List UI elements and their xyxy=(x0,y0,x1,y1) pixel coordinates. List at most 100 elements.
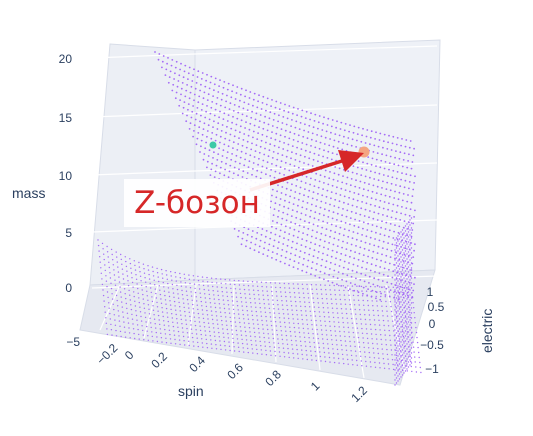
surface-point xyxy=(224,106,227,109)
surface-point xyxy=(389,189,392,192)
surface-point xyxy=(347,235,350,238)
surface-point xyxy=(404,255,407,257)
surface-point xyxy=(398,313,401,315)
surface-point xyxy=(369,143,371,146)
surface-point xyxy=(394,269,396,271)
surface-point xyxy=(219,135,222,138)
surface-point xyxy=(335,298,337,300)
surface-point xyxy=(380,334,382,336)
surface-point xyxy=(365,328,368,330)
surface-point xyxy=(402,159,405,161)
surface-point xyxy=(169,300,171,302)
surface-point xyxy=(231,90,234,93)
surface-point xyxy=(120,253,122,256)
surface-point xyxy=(416,341,419,344)
surface-point xyxy=(206,160,209,163)
surface-point xyxy=(216,97,219,99)
surface-point xyxy=(284,103,286,106)
surface-point xyxy=(318,346,320,349)
surface-point xyxy=(340,285,343,287)
surface-point xyxy=(413,147,415,150)
surface-point xyxy=(398,263,401,265)
surface-point xyxy=(365,365,368,367)
surface-point xyxy=(188,344,190,347)
surface-point xyxy=(407,226,410,228)
surface-point xyxy=(403,317,405,319)
surface-point xyxy=(147,299,149,301)
surface-point xyxy=(345,345,347,347)
surface-point xyxy=(414,243,416,246)
surface-point xyxy=(303,251,306,254)
surface-point xyxy=(295,185,298,187)
surface-point xyxy=(214,170,217,173)
surface-point xyxy=(327,117,330,120)
surface-point xyxy=(406,333,408,335)
surface-point xyxy=(391,176,394,179)
surface-point xyxy=(151,300,154,303)
surface-point xyxy=(102,289,104,291)
surface-point xyxy=(360,272,363,275)
surface-point xyxy=(215,311,217,313)
surface-point xyxy=(395,252,398,254)
surface-point xyxy=(410,347,413,349)
surface-point xyxy=(308,221,311,224)
surface-point xyxy=(216,282,218,284)
surface-point xyxy=(152,305,154,307)
surface-point xyxy=(193,124,196,127)
surface-point xyxy=(391,210,394,212)
surface-point xyxy=(226,157,228,159)
surface-point xyxy=(171,279,173,281)
surface-point xyxy=(382,240,385,243)
surface-point xyxy=(398,243,401,245)
surface-point xyxy=(252,289,255,291)
surface-point xyxy=(351,204,354,207)
surface-point xyxy=(404,320,407,322)
surface-point xyxy=(304,188,306,191)
surface-point xyxy=(147,304,150,306)
surface-point xyxy=(381,153,383,156)
surface-point xyxy=(310,350,312,352)
surface-point xyxy=(355,355,357,357)
surface-point xyxy=(384,296,386,298)
surface-point xyxy=(401,165,404,168)
surface-point xyxy=(120,296,122,298)
surface-point xyxy=(285,330,287,332)
surface-point xyxy=(291,348,294,350)
surface-point xyxy=(265,173,267,176)
surface-point xyxy=(287,313,289,315)
surface-point xyxy=(251,348,253,350)
surface-point xyxy=(210,137,213,140)
surface-point xyxy=(153,314,155,316)
surface-point xyxy=(233,166,236,169)
surface-point xyxy=(258,126,260,128)
surface-point xyxy=(213,294,215,296)
surface-point xyxy=(352,327,354,329)
surface-point xyxy=(317,297,319,300)
surface-point xyxy=(341,349,343,351)
surface-point xyxy=(210,168,213,171)
surface-point xyxy=(304,214,307,216)
surface-point xyxy=(200,114,202,117)
surface-point xyxy=(322,122,324,125)
surface-point xyxy=(300,310,302,312)
surface-point xyxy=(273,239,276,242)
surface-point xyxy=(217,153,220,156)
surface-point xyxy=(265,230,268,232)
surface-point xyxy=(247,134,250,137)
surface-point xyxy=(288,322,290,324)
surface-point xyxy=(340,303,342,305)
surface-point xyxy=(288,356,290,359)
surface-point xyxy=(244,297,247,299)
surface-point xyxy=(371,224,374,226)
surface-point xyxy=(210,339,212,341)
surface-point xyxy=(185,120,188,123)
surface-point xyxy=(232,337,234,340)
surface-point xyxy=(347,326,349,329)
surface-point xyxy=(394,289,396,291)
surface-point xyxy=(338,232,341,235)
surface-point xyxy=(349,282,352,284)
surface-point xyxy=(283,356,286,358)
surface-point xyxy=(345,280,348,283)
surface-point xyxy=(205,305,208,308)
